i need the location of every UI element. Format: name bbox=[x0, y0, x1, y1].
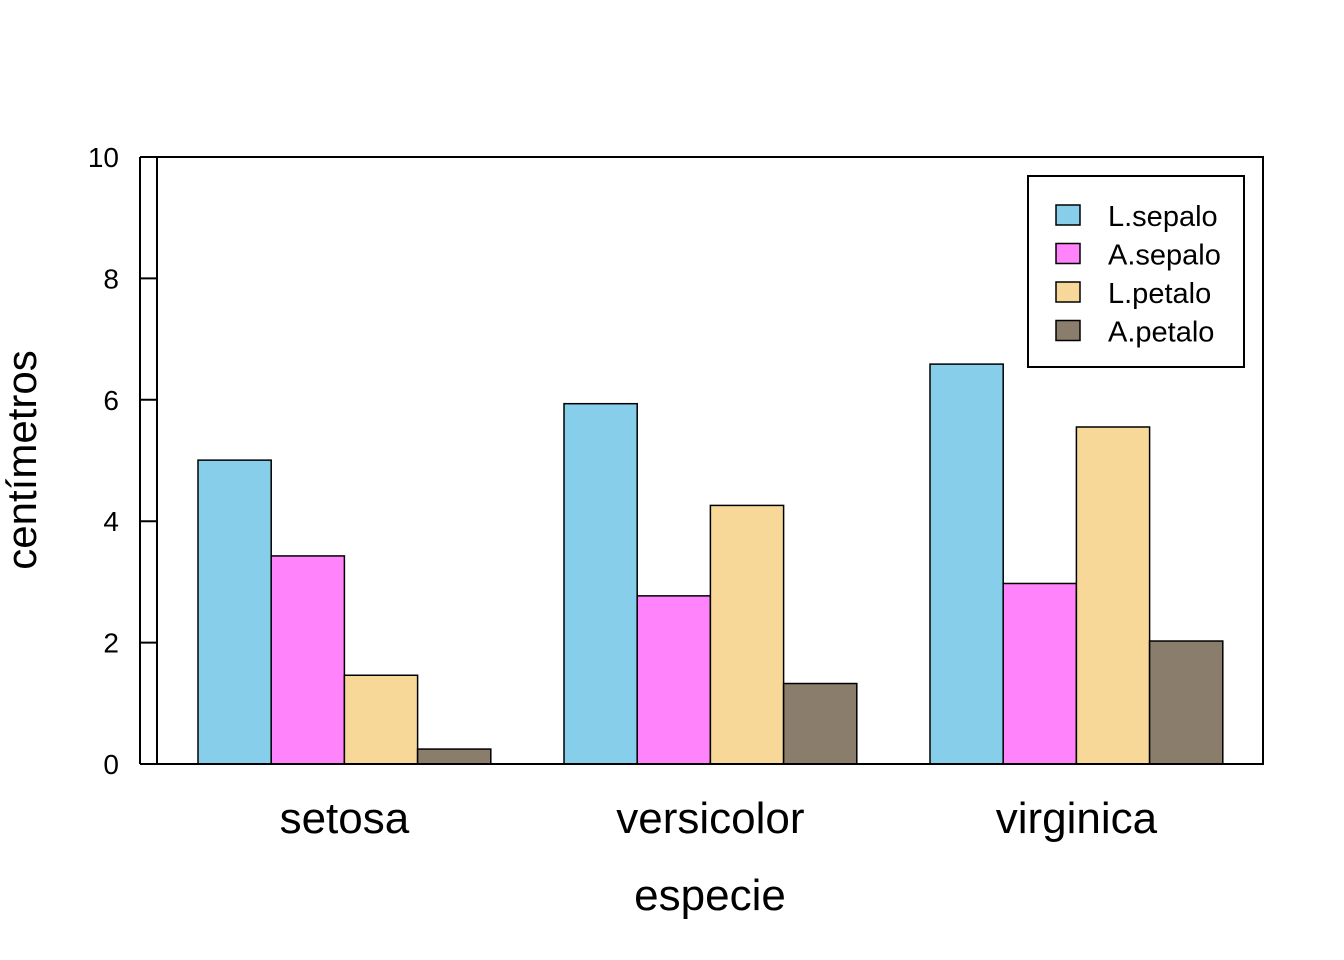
legend-swatch bbox=[1055, 204, 1081, 226]
x-axis-label: especie bbox=[634, 871, 786, 920]
legend-label: L.petalo bbox=[1108, 278, 1211, 310]
bar-virginica-A.sepalo bbox=[1002, 582, 1078, 765]
bar-virginica-L.sepalo bbox=[929, 363, 1004, 765]
bar-virginica-L.petalo bbox=[1075, 426, 1151, 765]
legend-label: A.sepalo bbox=[1108, 240, 1221, 272]
x-tick-label: setosa bbox=[280, 794, 410, 843]
y-axis-label: centímetros bbox=[0, 350, 45, 569]
bar-versicolor-A.sepalo bbox=[636, 595, 712, 765]
y-tick-label: 4 bbox=[103, 506, 119, 537]
bar-virginica-A.petalo bbox=[1148, 640, 1224, 765]
bar-setosa-L.petalo bbox=[343, 674, 419, 765]
y-tick-label: 10 bbox=[88, 142, 119, 173]
y-tick-label: 0 bbox=[103, 749, 119, 780]
bar-setosa-A.petalo bbox=[416, 748, 492, 765]
x-tick-label: versicolor bbox=[616, 794, 804, 843]
plot-frame bbox=[156, 156, 1264, 765]
bar-versicolor-A.petalo bbox=[782, 682, 858, 765]
legend-swatch bbox=[1055, 281, 1081, 303]
legend-swatch bbox=[1055, 242, 1081, 265]
bar-setosa-A.sepalo bbox=[270, 555, 346, 765]
bar-versicolor-L.petalo bbox=[709, 504, 785, 765]
legend: L.sepalo A.sepalo L.petalo A.petalo bbox=[1027, 175, 1245, 368]
y-tick-label: 6 bbox=[103, 385, 119, 416]
bar-setosa-L.sepalo bbox=[197, 459, 272, 765]
legend-label: A.petalo bbox=[1108, 317, 1214, 349]
y-tick-label: 2 bbox=[103, 628, 119, 659]
y-tick-label: 8 bbox=[103, 263, 119, 294]
x-tick-label: virginica bbox=[996, 794, 1158, 843]
bar-versicolor-L.sepalo bbox=[563, 402, 638, 765]
legend-swatch bbox=[1055, 319, 1081, 342]
legend-label: L.sepalo bbox=[1108, 201, 1218, 233]
